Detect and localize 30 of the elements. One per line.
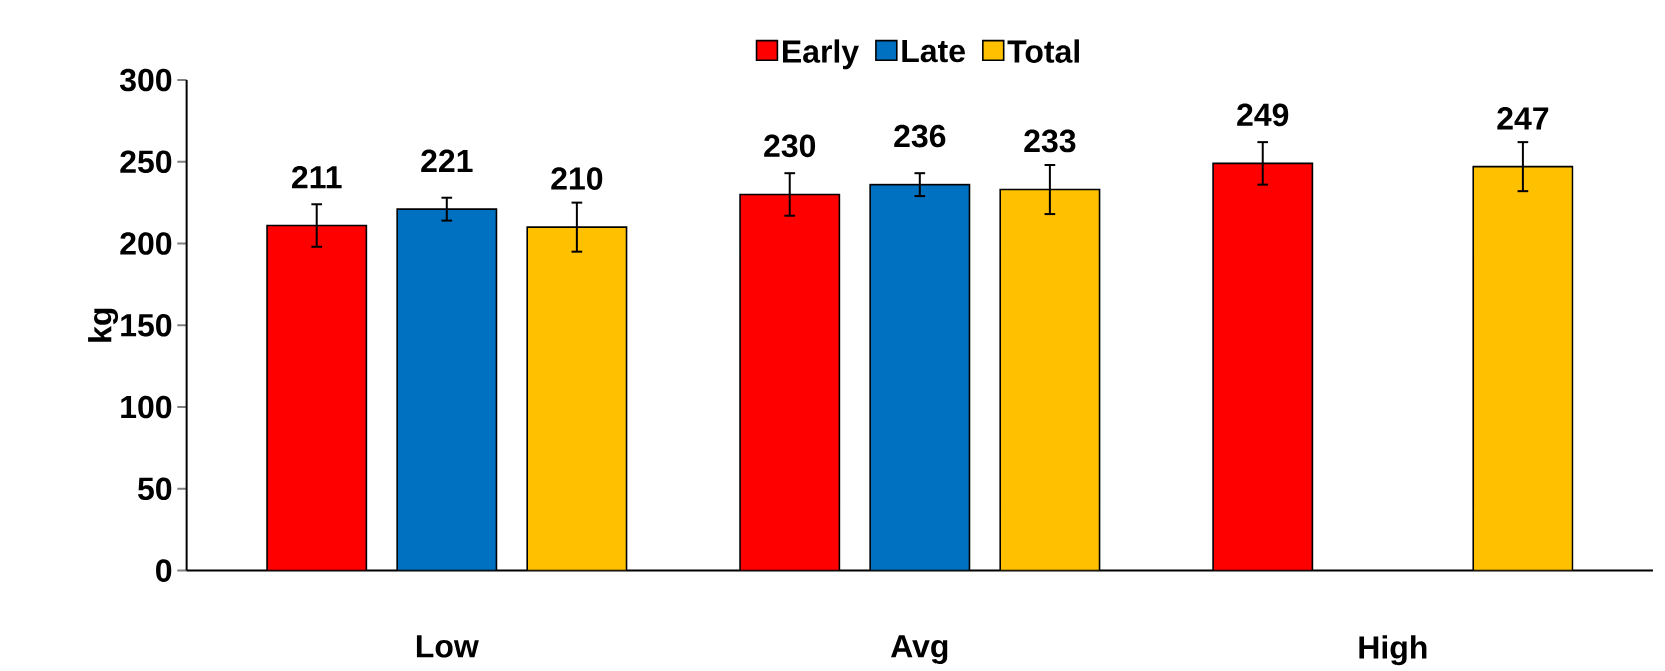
data-label: 230 (764, 134, 816, 158)
bar (869, 184, 971, 571)
legend-label: Late (902, 40, 965, 63)
bar (999, 188, 1101, 571)
y-tick-label: 0 (156, 559, 172, 583)
y-tick-label: 150 (121, 314, 172, 337)
y-tick-label: 250 (120, 150, 172, 174)
bar (526, 226, 628, 571)
legend-label: Early (782, 39, 859, 70)
data-label: 210 (551, 167, 603, 191)
legend-label: Total (1007, 39, 1079, 64)
y-tick-label: 200 (120, 232, 172, 256)
x-tick-label: High (1359, 635, 1427, 666)
y-tick-label: 300 (119, 68, 172, 92)
data-label: 233 (1024, 129, 1076, 153)
bar (1212, 162, 1314, 571)
x-tick-label: Low (416, 635, 479, 658)
bar (266, 224, 368, 571)
x-tick-label: Avg (890, 635, 948, 665)
bar (396, 208, 498, 571)
bar (1472, 166, 1574, 571)
data-label: 211 (292, 166, 342, 189)
y-tick-label: 50 (137, 477, 172, 501)
data-label: 221 (421, 149, 473, 173)
data-label: 236 (894, 124, 946, 148)
y-axis-title: kg (88, 308, 119, 342)
y-tick-label: 100 (121, 395, 172, 419)
bar (739, 193, 841, 571)
data-label: 247 (1497, 107, 1549, 130)
data-label: 249 (1237, 103, 1289, 127)
